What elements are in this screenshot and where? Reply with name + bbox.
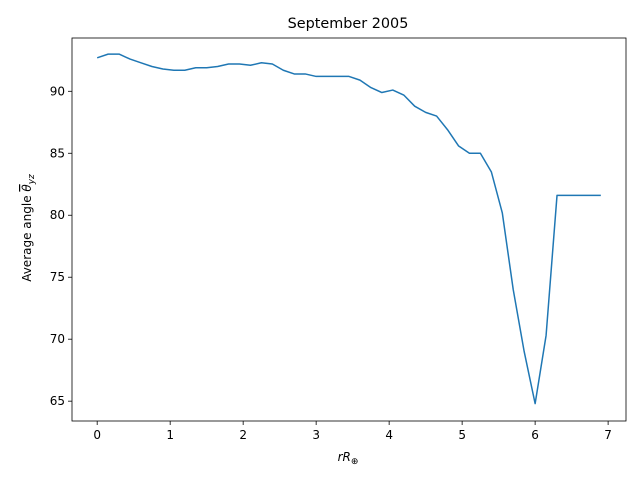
axes-frame: [71, 37, 627, 422]
y-tick-label: 70: [50, 332, 65, 346]
y-tick-label: 80: [50, 208, 65, 222]
x-axis: 0 1 2 3 4 5 6 7: [93, 421, 612, 442]
x-tick-label: 3: [312, 428, 320, 442]
x-tick-label: 4: [385, 428, 393, 442]
plot-area: 0 1 2 3 4 5 6 7 65 70 75 80 85 90: [50, 37, 627, 442]
y-tick-label: 65: [50, 394, 65, 408]
y-tick-label: 85: [50, 146, 65, 160]
x-tick-label: 7: [604, 428, 612, 442]
x-axis-label: rR⊕: [338, 450, 359, 467]
series-layer: [96, 53, 601, 405]
x-tick-label: 0: [93, 428, 101, 442]
y-tick-label: 75: [50, 270, 65, 284]
x-tick-label: 2: [239, 428, 247, 442]
chart-title: September 2005: [288, 16, 409, 32]
series-line-0: [96, 53, 601, 405]
y-axis-label: Average angle θyz: [20, 174, 37, 282]
x-tick-label: 6: [531, 428, 539, 442]
x-tick-label: 5: [458, 428, 466, 442]
y-tick-label: 90: [50, 84, 65, 98]
x-tick-label: 1: [166, 428, 174, 442]
y-axis: 65 70 75 80 85 90: [50, 84, 72, 408]
